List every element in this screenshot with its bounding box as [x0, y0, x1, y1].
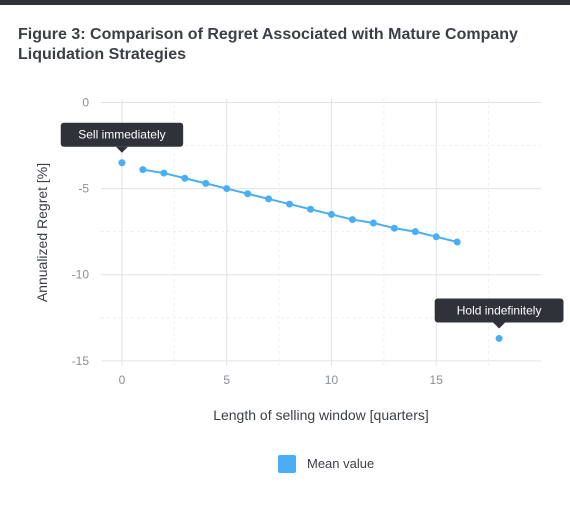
y-tick-label: -10 [72, 268, 90, 282]
data-point [265, 195, 273, 203]
top-bar [0, 0, 570, 5]
data-point [307, 205, 315, 213]
x-tick-label: 0 [119, 373, 126, 387]
tooltip-label: Hold indefinitely [457, 303, 542, 317]
tooltip-pointer [115, 146, 128, 153]
legend-label: Mean value [307, 456, 374, 471]
series-line [142, 168, 458, 243]
data-point [223, 185, 231, 193]
y-tick-label: -5 [78, 182, 89, 196]
data-point [453, 238, 461, 246]
data-point [369, 219, 377, 227]
data-point [327, 210, 335, 218]
chart-title: Figure 3: Comparison of Regret Associate… [18, 26, 518, 63]
annotated-point [118, 159, 126, 167]
tooltip-label: Sell immediately [78, 128, 165, 142]
y-tick-label: -15 [72, 354, 90, 368]
annotated-point [495, 334, 503, 342]
data-point [160, 169, 168, 177]
data-point [244, 190, 252, 198]
data-point [390, 224, 398, 232]
x-axis-label: Length of selling window [quarters] [213, 407, 429, 423]
data-point [139, 166, 147, 174]
data-point [411, 228, 419, 236]
x-tick-label: 5 [223, 373, 230, 387]
y-axis-label: Annualized Regret [%] [34, 163, 50, 302]
x-tick-label: 10 [325, 373, 339, 387]
data-point [348, 216, 356, 224]
tooltip-box [434, 298, 564, 323]
data-point [432, 233, 440, 241]
y-tick-label: 0 [82, 95, 89, 109]
x-tick-label: 15 [430, 373, 444, 387]
data-point [202, 179, 210, 187]
tooltip-box [60, 122, 184, 147]
data-point [181, 174, 189, 182]
tooltip-pointer [493, 322, 506, 329]
legend-swatch [278, 455, 296, 473]
data-point [286, 200, 294, 208]
